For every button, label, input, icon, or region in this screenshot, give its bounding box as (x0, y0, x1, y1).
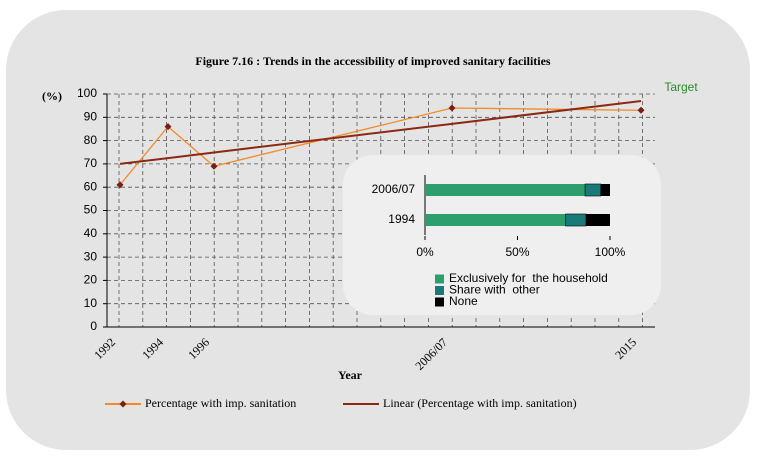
marker (637, 106, 645, 114)
y-axis-label: (%) (42, 89, 62, 103)
y-tick-label: 90 (84, 109, 98, 123)
y-tick-label: 60 (84, 179, 98, 193)
inset-plot: 0% 50% 100% 2006/07 1994 Exclusively for the … (372, 175, 626, 308)
marker (448, 104, 456, 112)
y-tick-label: 40 (84, 226, 98, 240)
legend-label: Linear (Percentage with imp. sanitation) (383, 396, 577, 410)
y-tick-label: 80 (84, 133, 98, 147)
legend-label: None (449, 294, 478, 308)
y-tick-label: 20 (84, 273, 98, 287)
bar (565, 213, 587, 227)
marker (116, 181, 124, 189)
annotation: Target (664, 80, 698, 94)
y-tick-label: 1994 (388, 212, 415, 226)
y-tick-label: 100 (77, 86, 97, 100)
chart-title: Figure 7.16 : Trends in the accessibilit… (195, 54, 551, 68)
legend-swatch (435, 286, 444, 295)
bar (600, 184, 610, 196)
marker (210, 162, 218, 170)
legend-label: Exclusively for the household (449, 271, 608, 285)
marker (164, 123, 172, 131)
x-tick-label: 100% (595, 245, 626, 259)
legend-label: Share with other (449, 283, 540, 297)
y-tick-label: 30 (84, 249, 98, 263)
y-tick-label: 70 (84, 156, 98, 170)
y-tick-label: 10 (84, 296, 98, 310)
x-tick-label: 50% (505, 245, 529, 259)
legend-label: Percentage with imp. sanitation (145, 396, 296, 410)
bar (425, 214, 566, 226)
bar (584, 183, 602, 197)
x-axis-label: Year (338, 368, 363, 382)
bar (425, 184, 586, 196)
bar (585, 214, 610, 226)
y-tick-label: 50 (84, 203, 98, 217)
series-line (119, 99, 642, 165)
legend-swatch (435, 297, 444, 307)
legend-marker (119, 400, 127, 408)
x-tick-label: 0% (416, 245, 434, 259)
y-tick-label: 2006/07 (372, 182, 416, 196)
y-tick-label: 0 (90, 319, 97, 333)
legend-swatch (435, 274, 444, 284)
